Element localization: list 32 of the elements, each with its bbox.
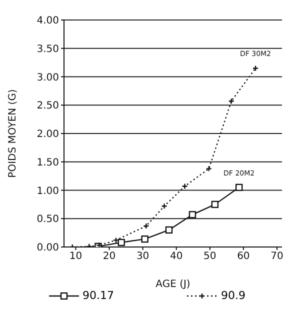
y-tick-label: 3.50	[36, 44, 59, 55]
legend-label: 90.17	[82, 289, 114, 302]
y-tick-label: 4.00	[36, 16, 59, 27]
y-tick-label: 0.00	[36, 242, 59, 254]
point	[182, 183, 188, 190]
x-tick-label: 50	[204, 251, 216, 262]
y-tick-label: 2.50	[36, 100, 59, 112]
point	[141, 235, 148, 243]
point	[143, 222, 150, 230]
point	[118, 238, 125, 246]
x-tick-label: 30	[136, 251, 150, 262]
point	[235, 184, 243, 192]
x-axis-title: AGE (J)	[156, 279, 190, 290]
y-tick-label: 1.00	[36, 186, 59, 197]
legend-label: 90.9	[220, 289, 246, 302]
point	[228, 98, 234, 104]
point	[252, 65, 259, 72]
point	[211, 200, 219, 208]
point	[206, 166, 212, 172]
point	[161, 203, 168, 210]
point	[188, 211, 196, 218]
x-tick-label: 40	[170, 251, 183, 262]
x-tick-label: 60	[237, 251, 250, 262]
x-tick-label: 20	[102, 251, 116, 262]
x-tick-label: 70	[270, 251, 284, 262]
y-tick-label: 1.50	[36, 157, 59, 168]
y-axis-title: POIDS MOYEN (G)	[8, 89, 19, 178]
y-tick-label: 0.50	[36, 214, 59, 226]
x-tick-label: 10	[69, 251, 82, 262]
y-tick-label: 2.00	[36, 129, 59, 140]
point	[165, 226, 173, 234]
y-tick-label: 3.00	[36, 72, 59, 84]
